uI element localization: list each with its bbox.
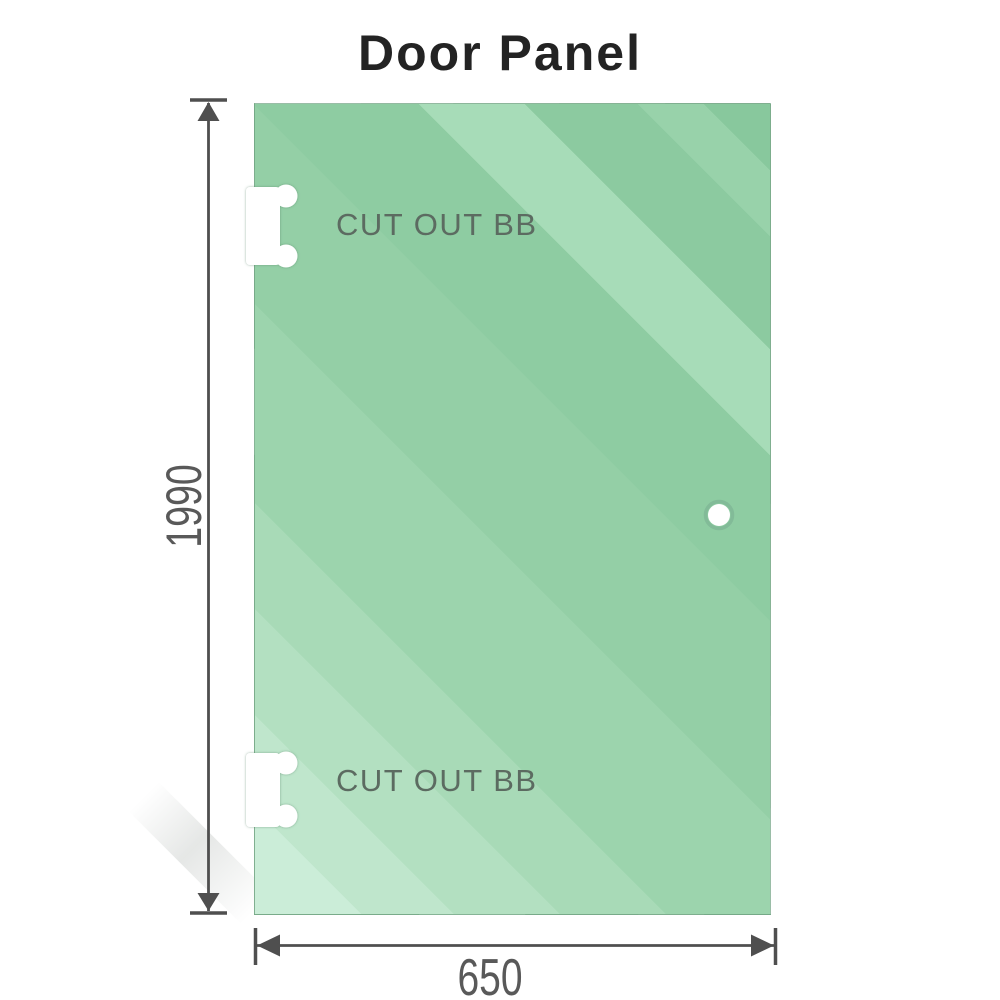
width-dimension — [253, 928, 778, 965]
cutout-label-top: CUT OUT BB — [336, 207, 538, 242]
hinge-cutout-bottom-lobe-lower — [274, 804, 298, 828]
width-dimension-label: 650 — [457, 949, 523, 1000]
height-dim-arrow-up-icon — [197, 102, 220, 121]
hinge-cutout-top-notch — [246, 187, 280, 265]
handle-hole-ring — [703, 499, 735, 531]
width-dim-arrow-left-icon — [257, 934, 280, 957]
handle-hole-center — [708, 504, 730, 526]
hinge-cutout-bottom-notch — [246, 753, 280, 827]
handle-hole — [703, 499, 735, 531]
hinge-cutout-top-lobe-upper — [274, 184, 298, 208]
hinge-cutout-top-lobe-lower — [274, 244, 298, 268]
height-dim-arrow-down-icon — [197, 893, 220, 911]
page-title: Door Panel — [358, 25, 642, 81]
cutout-label-bottom: CUT OUT BB — [336, 763, 538, 798]
glass-panel — [254, 103, 771, 915]
height-dimension — [190, 98, 227, 915]
width-dim-arrow-right-icon — [751, 934, 774, 957]
hinge-cutout-bottom-lobe-upper — [274, 751, 298, 775]
hinge-cutout-bottom — [246, 751, 298, 828]
hinge-cutout-top — [246, 184, 298, 268]
